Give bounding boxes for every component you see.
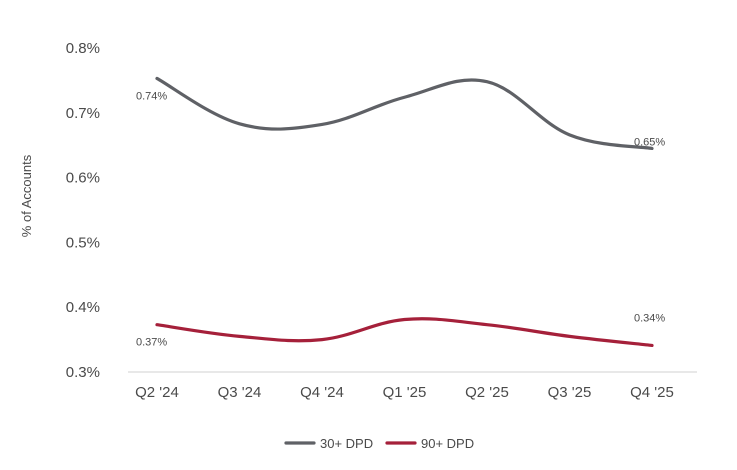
y-tick-label: 0.5% — [66, 234, 100, 251]
x-tick-label: Q2 '25 — [465, 384, 509, 401]
y-axis-title: % of Accounts — [19, 154, 34, 237]
x-tick-label: Q4 '25 — [630, 384, 674, 401]
series-layer — [155, 76, 654, 348]
x-tick-label: Q2 '24 — [135, 384, 179, 401]
legend: 30+ DPD 90+ DPD — [284, 436, 474, 451]
y-tick-label: 0.3% — [66, 364, 100, 381]
x-tick-label: Q3 '24 — [218, 384, 262, 401]
legend-label-30-dpd: 30+ DPD — [320, 436, 373, 451]
x-tick-label: Q3 '25 — [548, 384, 592, 401]
y-tick-label: 0.4% — [66, 299, 100, 316]
y-tick-label: 0.8% — [66, 40, 100, 57]
data-label-30-dpd: 0.74% — [136, 90, 167, 102]
y-tick-label: 0.7% — [66, 105, 100, 122]
data-labels: 0.74% 0.65% 0.37% 0.34% — [136, 90, 665, 348]
x-tick-label: Q4 '24 — [300, 384, 344, 401]
x-tick-label: Q1 '25 — [383, 384, 427, 401]
data-label-30-dpd: 0.65% — [634, 136, 665, 148]
series-line-30-dpd — [155, 76, 654, 151]
data-label-90-dpd: 0.34% — [634, 312, 665, 324]
legend-label-90-dpd: 90+ DPD — [421, 436, 474, 451]
x-axis: Q2 '24 Q3 '24 Q4 '24 Q1 '25 Q2 '25 Q3 '25 Q4 '… — [128, 371, 697, 401]
data-label-90-dpd: 0.37% — [136, 337, 167, 349]
y-tick-label: 0.6% — [66, 170, 100, 187]
y-axis: 0.3% 0.4% 0.5% 0.6% 0.7% 0.8% — [66, 40, 100, 381]
series-line-90-dpd — [155, 317, 654, 348]
